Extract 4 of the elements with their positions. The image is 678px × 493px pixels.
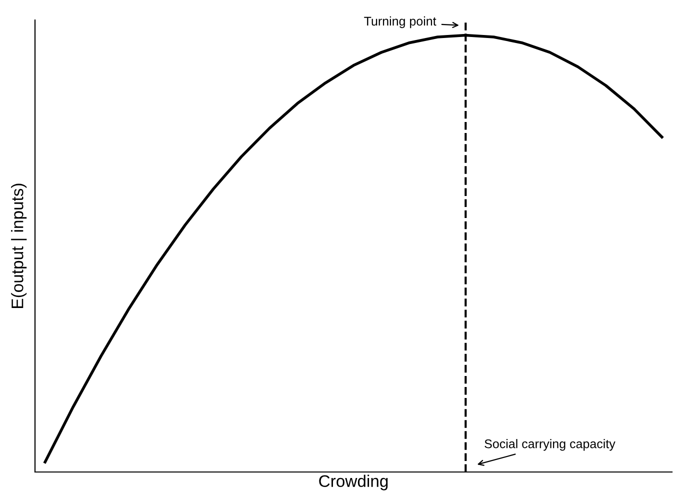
annotation: Social carrying capacity: [484, 439, 616, 451]
text: Turning point: [364, 16, 436, 28]
y-axis-title: E(output | inputs): [11, 184, 27, 308]
x-axis-title: Crowding: [319, 474, 388, 490]
